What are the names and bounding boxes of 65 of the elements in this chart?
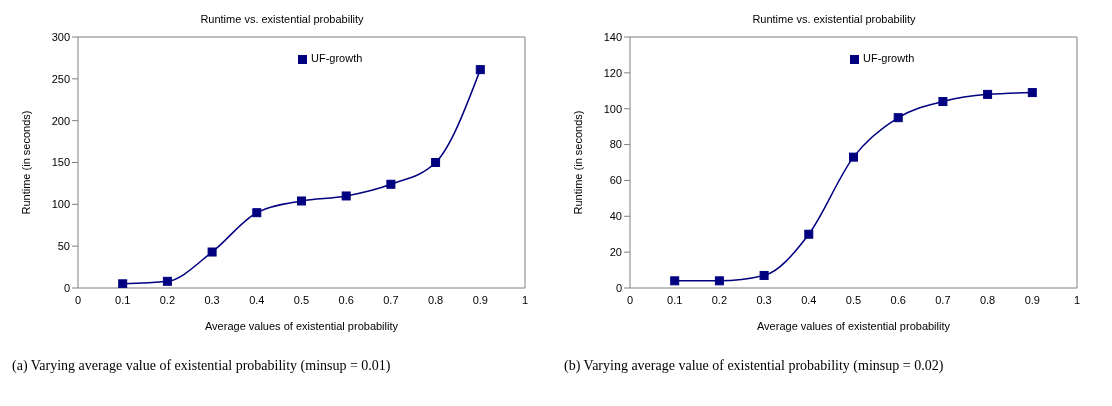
point [162, 276, 172, 286]
y-tick-label: 250 [51, 72, 70, 85]
x-tick-label: 0.8 [427, 293, 444, 306]
x-tick-label: 0.1 [667, 293, 683, 306]
text: (b) Varying average value of existential probability (minsup = 0.02) [563, 358, 945, 374]
point [983, 89, 993, 99]
y-tick-label: 140 [603, 30, 622, 43]
x-tick-label: 1 [521, 293, 529, 306]
x-tick-label: 0.9 [1024, 293, 1040, 306]
point [118, 279, 128, 288]
chart-title: Runtime vs. existential probability [199, 12, 365, 27]
point [714, 276, 724, 286]
y-tick-label: 120 [603, 66, 622, 79]
point [849, 152, 858, 162]
y-tick-label: 300 [51, 30, 70, 43]
point [670, 276, 680, 286]
point [475, 65, 485, 75]
x-tick-label: 1 [1073, 293, 1081, 306]
x-tick-label: 0.3 [756, 293, 772, 306]
x-tick-label: 0.7 [935, 293, 951, 306]
x-axis-title: Average values of existential probability [204, 320, 399, 332]
point [1027, 88, 1037, 98]
point [431, 158, 441, 167]
y-tick-label: 0 [615, 281, 622, 294]
y-tick-label: 200 [51, 114, 70, 127]
point [297, 196, 306, 206]
legend-label: UF-growth [863, 52, 915, 64]
y-tick-label: 60 [609, 174, 622, 187]
x-axis-title: Average values of existential probability [756, 320, 951, 332]
legend-label: UF-growth [311, 52, 363, 64]
y-axis-title: Runtime (in seconds) [19, 110, 32, 215]
x-tick-label: 0.4 [249, 293, 265, 306]
point [804, 229, 814, 239]
text: (a) Varying average value of existential probability (minsup = 0.01) [11, 358, 392, 374]
x-tick-label: 0.6 [890, 293, 906, 306]
y-tick-label: 100 [51, 198, 70, 211]
point [893, 113, 903, 123]
point [386, 179, 396, 189]
y-axis-title: Runtime (in seconds) [571, 110, 584, 215]
x-tick-label: 0.5 [845, 293, 862, 306]
point [252, 208, 262, 218]
x-tick-label: 0.9 [472, 293, 488, 306]
x-tick-label: 0.3 [204, 293, 220, 306]
x-tick-label: 0.2 [159, 293, 176, 306]
x-tick-label: 0.8 [979, 293, 996, 306]
y-tick-label: 150 [51, 156, 70, 169]
x-tick-label: 0 [74, 293, 82, 306]
y-tick-label: 100 [603, 102, 622, 115]
point [341, 191, 351, 201]
point [938, 97, 948, 107]
point [759, 270, 769, 280]
x-tick-label: 0.6 [338, 293, 354, 306]
y-tick-label: 20 [609, 246, 622, 259]
y-tick-label: 50 [57, 240, 70, 253]
x-tick-label: 0.7 [383, 293, 399, 306]
chart-title: Runtime vs. existential probability [751, 12, 917, 27]
x-tick-label: 0.5 [293, 293, 310, 306]
x-tick-label: 0.1 [115, 293, 131, 306]
y-tick-label: 0 [63, 281, 70, 294]
x-tick-label: 0.4 [801, 293, 817, 306]
point [207, 247, 217, 257]
x-tick-label: 0.2 [711, 293, 728, 306]
y-tick-label: 40 [609, 210, 622, 223]
y-tick-label: 80 [609, 138, 622, 151]
x-tick-label: 0 [626, 293, 634, 306]
